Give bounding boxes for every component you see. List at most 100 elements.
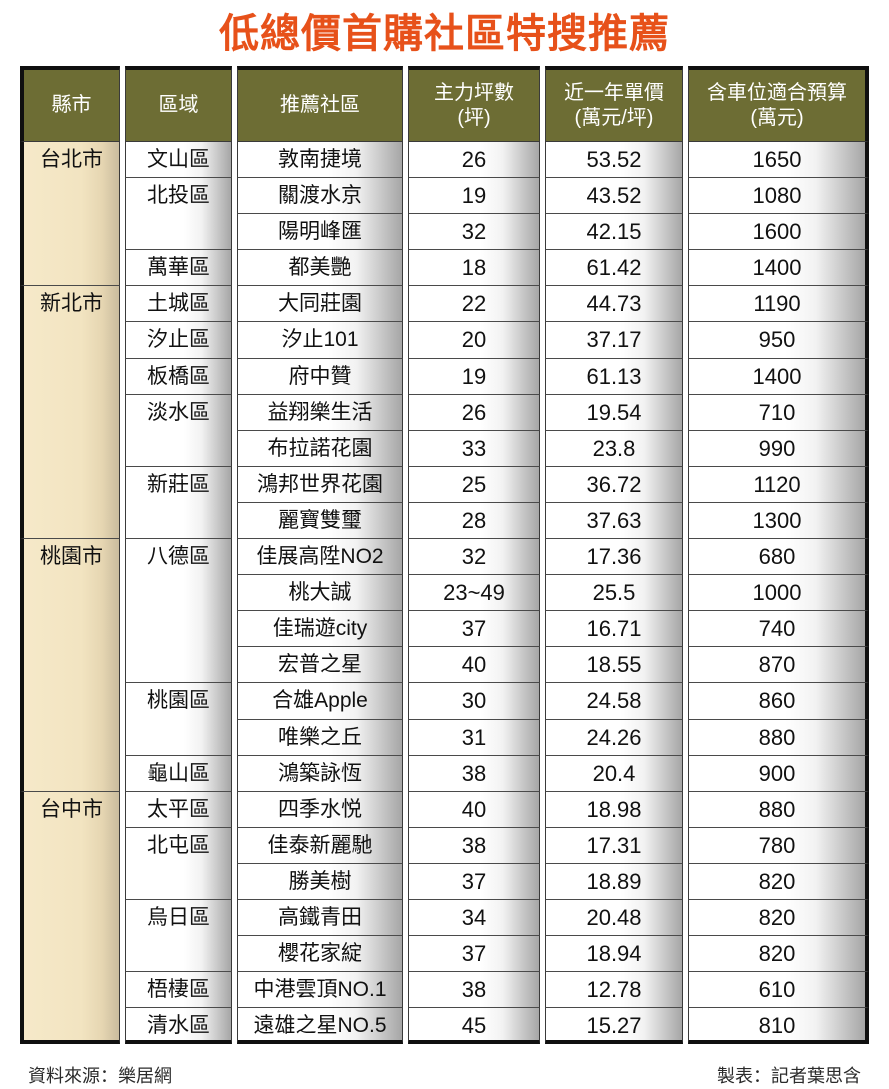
size-cell: 38 [408,755,540,792]
budget-cell: 860 [688,683,869,720]
size-cell: 19 [408,358,540,395]
district-cell: 汐止區 [125,322,232,359]
size-cell: 40 [408,791,540,828]
community-cell: 勝美樹 [237,863,403,900]
community-cell: 宏普之星 [237,647,403,684]
district-cell: 桃園區 [125,683,232,756]
community-cell: 布拉諾花園 [237,430,403,467]
size-cell: 30 [408,683,540,720]
city-cell: 台北市 [20,142,120,287]
size-cell: 26 [408,394,540,431]
community-cell: 遠雄之星NO.5 [237,1008,403,1045]
district-cell: 八德區 [125,539,232,684]
budget-cell: 710 [688,394,869,431]
table: 縣市 區域 推薦社區 主力坪數 (坪) 近一年單價 (萬元/坪) 含車位適合預算 (萬元) 台北市… [20,66,869,1045]
budget-cell: 1190 [688,286,869,323]
budget-cell: 1000 [688,575,869,612]
community-cell: 合雄Apple [237,683,403,720]
community-cell: 府中贊 [237,358,403,395]
district-cell: 烏日區 [125,899,232,973]
price-cell: 17.36 [545,539,683,576]
district-cell: 板橋區 [125,358,232,395]
community-cell: 佳泰新麗馳 [237,827,403,864]
size-cell: 38 [408,827,540,864]
price-cell: 15.27 [545,1008,683,1045]
community-cell: 汐止101 [237,322,403,359]
size-cell: 25 [408,466,540,503]
price-cell: 53.52 [545,142,683,179]
district-cell: 龜山區 [125,755,232,792]
price-cell: 16.71 [545,611,683,648]
size-cell: 18 [408,250,540,287]
price-cell: 20.48 [545,899,683,937]
size-cell: 45 [408,1008,540,1045]
city-cell: 桃園市 [20,539,120,792]
header-cell-5: 含車位適合預算 (萬元) [688,66,869,142]
size-cell: 38 [408,972,540,1009]
size-cell: 28 [408,502,540,540]
budget-cell: 1400 [688,250,869,287]
budget-cell: 780 [688,827,869,864]
community-cell: 高鐵青田 [237,899,403,937]
page-title: 低總價首購社區特搜推薦 [219,12,670,56]
price-cell: 42.15 [545,214,683,251]
budget-cell: 1080 [688,178,869,215]
size-cell: 32 [408,214,540,251]
community-cell: 佳瑞遊city [237,611,403,648]
size-cell: 20 [408,322,540,359]
header-cell-0: 縣市 [20,66,120,142]
size-cell: 26 [408,142,540,179]
community-cell: 唯樂之丘 [237,719,403,756]
community-cell: 桃大誠 [237,575,403,612]
size-cell: 33 [408,430,540,467]
community-cell: 麗寶雙璽 [237,502,403,540]
community-cell: 鴻築詠恆 [237,755,403,792]
budget-cell: 1300 [688,502,869,540]
size-cell: 37 [408,863,540,900]
price-cell: 61.42 [545,250,683,287]
budget-cell: 880 [688,791,869,828]
price-cell: 18.89 [545,863,683,900]
price-cell: 18.55 [545,647,683,684]
district-cell: 北投區 [125,178,232,251]
size-cell: 31 [408,719,540,756]
district-cell: 新莊區 [125,466,232,540]
price-cell: 43.52 [545,178,683,215]
size-cell: 37 [408,936,540,973]
price-cell: 23.8 [545,430,683,467]
community-cell: 四季水悦 [237,791,403,828]
size-cell: 19 [408,178,540,215]
district-cell: 太平區 [125,791,232,828]
size-cell: 32 [408,539,540,576]
community-cell: 櫻花家綻 [237,936,403,973]
budget-cell: 1650 [688,142,869,179]
budget-cell: 610 [688,972,869,1009]
price-cell: 24.26 [545,719,683,756]
budget-cell: 740 [688,611,869,648]
price-cell: 12.78 [545,972,683,1009]
community-cell: 大同莊園 [237,286,403,323]
budget-cell: 870 [688,647,869,684]
price-cell: 18.94 [545,936,683,973]
community-cell: 都美艷 [237,250,403,287]
district-cell: 文山區 [125,142,232,179]
price-cell: 24.58 [545,683,683,720]
price-cell: 17.31 [545,827,683,864]
budget-cell: 990 [688,430,869,467]
footer-source: 資料來源：樂居網 [28,1066,172,1086]
price-cell: 20.4 [545,755,683,792]
budget-cell: 820 [688,863,869,900]
district-cell: 梧棲區 [125,972,232,1009]
community-cell: 陽明峰匯 [237,214,403,251]
city-cell: 新北市 [20,286,120,540]
header-cell-2: 推薦社區 [237,66,403,142]
community-cell: 益翔樂生活 [237,394,403,431]
budget-cell: 1120 [688,466,869,503]
price-cell: 25.5 [545,575,683,612]
size-cell: 34 [408,899,540,937]
size-cell: 22 [408,286,540,323]
budget-cell: 1600 [688,214,869,251]
community-cell: 中港雲頂NO.1 [237,972,403,1009]
price-cell: 37.63 [545,502,683,540]
budget-cell: 820 [688,936,869,973]
